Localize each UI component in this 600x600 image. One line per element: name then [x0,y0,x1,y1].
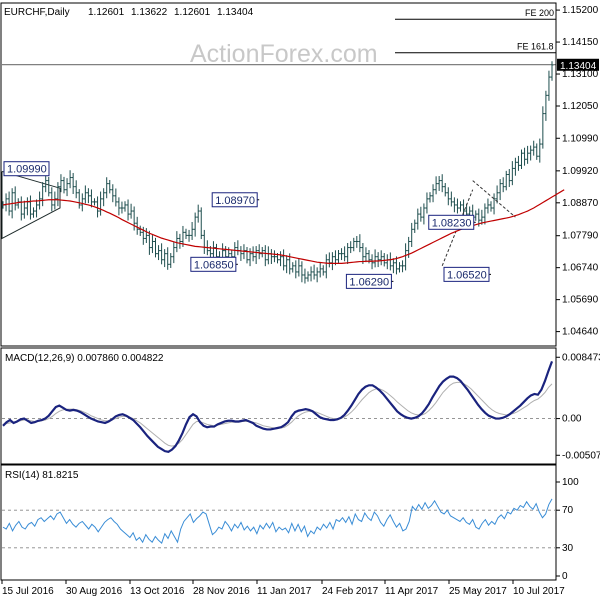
price-tick-label: 1.07790 [562,231,599,242]
rsi-tick-label: 30 [562,543,574,554]
x-tick-label: 15 Jul 2016 [2,586,54,597]
triangle-pattern [1,170,61,240]
rsi-layer: 100 70 30 0 [2,477,579,582]
x-tick-label: 30 Aug 2016 [66,586,123,597]
x-tick-label: 13 Oct 2016 [130,586,185,597]
price-tick-label: 1.15200 [562,5,599,16]
chart-header: EURCHF,Daily 1.12601 1.13622 1.12601 1.1… [4,7,254,18]
annotation-box [428,214,475,230]
fe-level-label: FE 200 [525,8,554,18]
x-tick-label: 28 Nov 2016 [193,586,250,597]
rsi-tick-label: 100 [562,477,579,488]
price-panel-frame [0,2,557,347]
ohlc-open: 1.12601 [88,7,125,18]
price-tick-label: 1.12050 [562,101,599,112]
symbol: EURCHF [4,7,46,18]
x-axis: 15 Jul 2016 30 Aug 2016 13 Oct 2016 28 Nov … [1,580,565,597]
price-tick-label: 1.06740 [562,263,599,274]
macd-tick-label: 0.008473 [562,352,600,363]
rsi-header: RSI(14) 81.8215 [5,470,79,481]
trendline-dashed [472,180,516,218]
ohlc-high: 1.13622 [131,7,168,18]
x-tick-label: 10 Jul 2017 [513,586,565,597]
annotation-box [443,266,490,282]
macd-tick-label: 0.00 [562,414,582,425]
x-tick-label: 25 May 2017 [449,586,507,597]
price-tick-label: 1.09920 [562,166,599,177]
macd-panel-frame [0,347,557,465]
price-tick-label: 1.05690 [562,295,599,306]
macd-tick-label: -0.00507 [562,450,600,461]
symbol-label: EURCHF,Daily [4,7,70,18]
last-price-label: 1.13404 [560,61,597,72]
rsi-line [2,498,553,544]
x-tick-label: 11 Apr 2017 [385,586,439,597]
macd-value: 0.007860 [77,353,119,364]
rsi-tick-label: 0 [562,571,568,582]
rsi-value: 81.8215 [42,470,79,481]
annotation-box [211,192,258,208]
macd-header: MACD(12,26,9) 0.007860 0.004822 [5,353,164,364]
rsi-label: RSI(14) [5,470,39,481]
macd-layer: 0.008473 0.00 -0.00507 [2,352,600,461]
price-tick-label: 1.14150 [562,37,599,48]
price-tick-label: 1.10990 [562,133,599,144]
ohlc-close: 1.13404 [217,7,254,18]
price-tick-label: 1.08870 [562,198,599,209]
annotation-box [3,161,50,177]
last-price-badge [557,58,599,71]
x-tick-label: 11 Jan 2017 [257,586,312,597]
watermark: ActionForex.com [190,40,378,68]
annotation-label: 1.08230 [432,217,472,229]
macd-line [2,361,554,454]
rsi-tick-label: 70 [562,505,574,516]
timeframe: Daily [47,7,69,18]
macd-label: MACD(12,26,9) [5,353,74,364]
annotation-label: 1.09990 [7,164,47,176]
price-tick-label: 1.04640 [562,327,599,338]
x-tick-label: 24 Feb 2017 [322,586,379,597]
price-layer: 1.15200 1.14150 1.13100 1.12050 1.10990 1.099… [1,5,599,338]
annotation-label: 1.08970 [215,195,255,207]
rsi-panel-frame [0,464,557,581]
price-tick-label: 1.13100 [562,69,599,80]
annotation-label: 1.06290 [349,276,389,288]
annotation-box [345,273,392,289]
fe-level-label: FE 161.8 [517,42,554,52]
ohlc-low: 1.12601 [174,7,211,18]
annotation-box [190,256,237,272]
macd-signal-value: 0.004822 [122,353,164,364]
annotation-label: 1.06850 [194,259,234,271]
annotation-label: 1.06520 [447,269,487,281]
